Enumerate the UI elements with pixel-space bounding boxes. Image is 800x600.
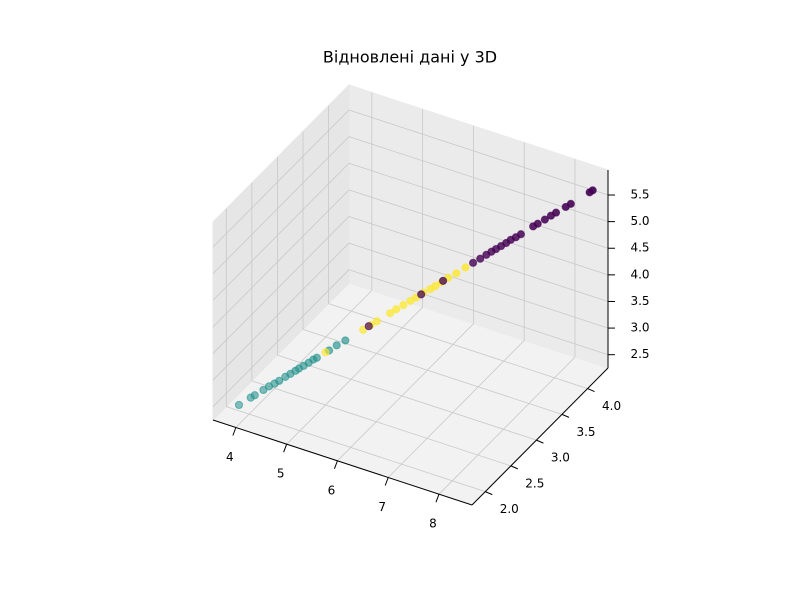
data-point: [250, 391, 259, 400]
y-tick-label: 2.5: [525, 476, 544, 490]
tick-mark: [510, 465, 519, 470]
data-point: [399, 301, 408, 310]
tick-mark: [561, 413, 570, 418]
y-tick-label: 4.0: [602, 399, 621, 413]
grid-line: [348, 162, 609, 249]
data-point: [341, 336, 350, 345]
data-point: [438, 276, 448, 285]
tick-mark: [232, 427, 237, 436]
data-point: [476, 254, 485, 263]
data-point: [566, 199, 575, 208]
grid-line: [212, 216, 350, 354]
tick-mark: [283, 443, 288, 453]
x-tick-label: 5: [277, 467, 285, 481]
grid-line: [235, 290, 373, 428]
data-point: [468, 258, 478, 267]
grid-line: [277, 354, 537, 441]
x-tick-label: 4: [226, 450, 234, 464]
z-tick-label: 2.5: [630, 347, 649, 361]
grid-line: [212, 269, 350, 407]
data-point: [321, 348, 330, 357]
tick-mark: [536, 439, 544, 444]
data-point: [386, 309, 395, 318]
grid-line: [438, 356, 576, 495]
grid-line: [212, 109, 350, 248]
data-point: [533, 219, 542, 228]
grid-line: [328, 303, 588, 389]
grid-line: [348, 189, 609, 276]
chart-title: Відновлені дані у 3D: [323, 48, 497, 67]
z-tick-label: 3.5: [630, 294, 649, 308]
grid-line: [387, 340, 525, 478]
data-point: [392, 305, 401, 314]
grid-line: [251, 380, 511, 467]
grid-line: [348, 269, 609, 356]
data-point: [431, 281, 440, 291]
data-point: [516, 230, 526, 239]
data-point: [234, 400, 244, 410]
data-point: [312, 353, 321, 362]
y-tick-label: 3.0: [551, 451, 570, 465]
y-tick-label: 2.0: [500, 502, 519, 516]
grid-line: [212, 162, 350, 301]
x-tick-label: 7: [378, 500, 386, 514]
grid-line: [348, 242, 609, 329]
grid-line: [348, 109, 609, 196]
grid-line: [226, 406, 486, 492]
z-tick-label: 5.5: [630, 188, 649, 202]
tick-mark: [333, 460, 338, 470]
grid-line: [212, 242, 350, 381]
data-point: [551, 208, 561, 217]
grid-line: [337, 323, 474, 462]
data-point: [461, 263, 470, 272]
y-axis: [471, 367, 609, 506]
z-tick-label: 4.5: [630, 241, 649, 255]
data-point: [417, 290, 426, 299]
tick-mark: [587, 388, 595, 393]
z-tick-label: 5.0: [630, 214, 649, 228]
y-tick-label: 3.5: [576, 425, 595, 439]
z-tick-label: 4.0: [630, 267, 649, 281]
x-axis: [212, 419, 473, 506]
tick-mark: [384, 477, 389, 486]
grid-line: [286, 306, 423, 445]
data-point: [452, 269, 461, 278]
grid-line: [212, 136, 350, 274]
x-tick-label: 6: [328, 483, 336, 497]
z-tick-label: 3.0: [630, 321, 649, 335]
data-point: [275, 376, 284, 385]
tick-mark: [435, 493, 440, 503]
data-point: [540, 215, 549, 224]
left-pane: [212, 83, 350, 422]
data-point: [364, 322, 373, 331]
data-point: [372, 317, 382, 326]
x-tick-label: 8: [429, 517, 437, 531]
data-point: [588, 186, 597, 195]
data-point: [332, 341, 341, 350]
tick-mark: [485, 491, 493, 496]
grid-line: [212, 189, 350, 328]
